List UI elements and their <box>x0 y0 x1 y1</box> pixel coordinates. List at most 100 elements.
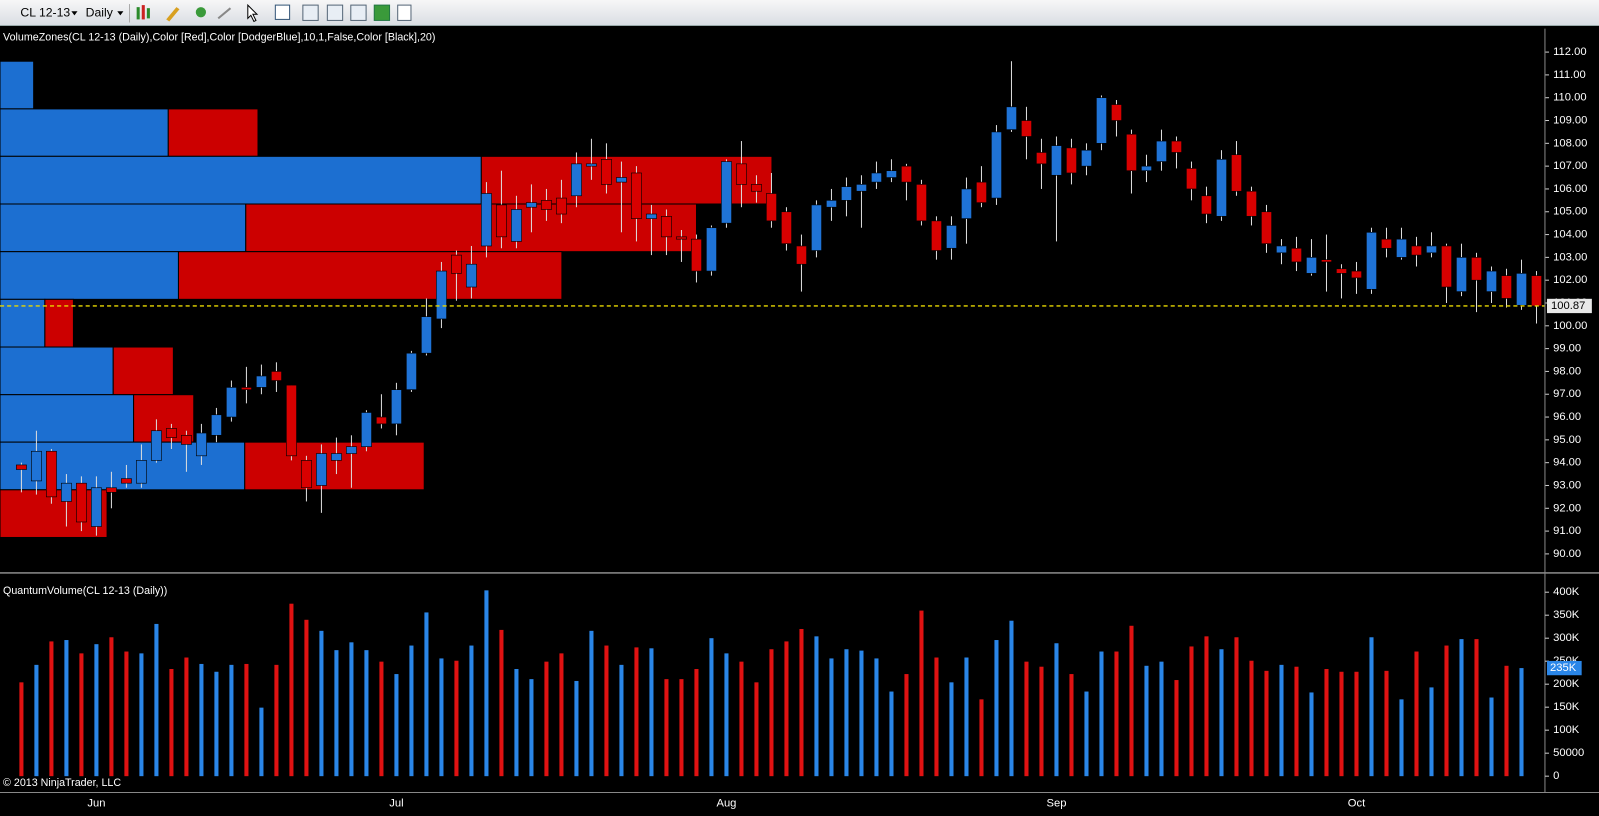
candle-body <box>316 453 327 486</box>
candle-body <box>451 254 462 274</box>
volume-bar <box>169 669 174 777</box>
y-tick-label: 95.00 <box>1553 434 1581 446</box>
volume-indicator-title: QuantumVolume(CL 12-13 (Daily)) <box>3 585 167 597</box>
volume-bar <box>1489 697 1494 777</box>
candle-body <box>241 387 252 390</box>
candle-body <box>1156 140 1167 162</box>
volume-bar <box>304 619 309 777</box>
dropdown-arrow[interactable] <box>71 11 78 16</box>
candle-body <box>1531 275 1542 307</box>
candle-body <box>61 482 72 502</box>
volume-bar <box>949 682 954 777</box>
value-label: 235K <box>1550 662 1577 674</box>
candle-body <box>301 460 312 489</box>
candle-body <box>1096 97 1107 144</box>
zone-up <box>0 155 482 205</box>
zone-up <box>0 108 169 157</box>
y-tick-label: 92.00 <box>1553 502 1581 514</box>
volume-bar <box>424 612 429 777</box>
candle-body <box>1426 245 1437 254</box>
zone-down <box>0 489 108 538</box>
volume-bar <box>874 658 879 777</box>
volume-bar <box>334 650 339 777</box>
volume-bar <box>529 679 534 777</box>
volume-bar <box>919 610 924 777</box>
candle-body <box>196 432 207 457</box>
volume-bar <box>1234 637 1239 777</box>
candle-body <box>1456 257 1467 292</box>
volume-bar <box>1459 639 1464 777</box>
candle-body <box>31 450 42 482</box>
zone-up <box>0 60 35 110</box>
volume-bar <box>274 664 279 777</box>
candle-body <box>1201 195 1212 215</box>
candle-body <box>976 181 987 203</box>
volume-bar <box>94 644 99 777</box>
volume-bar <box>799 628 804 777</box>
properties-button[interactable] <box>397 4 412 21</box>
instrument[interactable]: CL 12-13 <box>20 6 70 20</box>
volume-bar <box>349 642 354 777</box>
draw-tool-button[interactable] <box>166 7 180 22</box>
order-button[interactable] <box>373 4 391 21</box>
y-tick-label: 102.00 <box>1553 274 1587 286</box>
y-tick-label: 150K <box>1553 701 1580 713</box>
volume-bar <box>154 623 159 777</box>
candle-body <box>1261 211 1272 244</box>
candle-body <box>916 184 927 222</box>
volume-bar <box>79 653 84 777</box>
y-tick-label: 100.00 <box>1553 320 1587 332</box>
volume-bar <box>1369 637 1374 777</box>
line-tool-button[interactable] <box>217 7 232 20</box>
chart-style-button[interactable] <box>136 5 150 20</box>
y-tick-label: 103.00 <box>1553 251 1587 263</box>
candle-body <box>1171 140 1182 153</box>
zone-down <box>44 298 74 348</box>
y-tick-label: 105.00 <box>1553 206 1587 218</box>
y-tick-label: 94.00 <box>1553 457 1581 469</box>
candle-body <box>826 200 837 208</box>
volume-bar <box>1249 660 1254 777</box>
data-box-button[interactable] <box>302 4 319 21</box>
candle-body <box>961 188 972 219</box>
candle-body <box>391 389 402 425</box>
candle-body <box>1276 245 1287 254</box>
candle-body <box>1111 104 1122 121</box>
candle-body <box>1366 231 1377 290</box>
candle-body <box>496 204 507 238</box>
add-button[interactable] <box>195 7 206 18</box>
dropdown-arrow[interactable] <box>117 11 124 16</box>
zoom-button[interactable] <box>274 4 291 20</box>
y-tick-label: 108.00 <box>1553 137 1587 149</box>
volume-bar <box>184 657 189 777</box>
volume-bar <box>49 641 54 777</box>
copyright: © 2013 NinjaTrader, LLC <box>3 777 121 789</box>
candle-body <box>1486 270 1497 292</box>
indicators-button[interactable] <box>326 4 344 21</box>
volume-bar <box>739 661 744 777</box>
volume-bar <box>244 663 249 777</box>
volume-bar <box>1444 645 1449 777</box>
candle-body <box>1036 152 1047 165</box>
candle-body <box>136 460 147 484</box>
y-tick-label: 300K <box>1553 632 1580 644</box>
candle-body <box>1441 245 1452 288</box>
cursor-button[interactable] <box>247 3 259 23</box>
volume-bar <box>844 649 849 777</box>
volume-bar <box>469 645 474 777</box>
zone-down <box>177 251 563 300</box>
candle-body <box>1501 275 1512 299</box>
volume-bar <box>829 658 834 777</box>
value-label-box <box>1546 660 1582 676</box>
volume-bar <box>589 630 594 777</box>
volume-bar <box>604 645 609 777</box>
zone-down <box>133 394 195 443</box>
candle-body <box>1021 120 1032 137</box>
candle-body <box>481 193 492 247</box>
strategies-button[interactable] <box>350 4 367 21</box>
last-price-label: 100.87 <box>1551 300 1585 312</box>
candle-body <box>256 375 267 388</box>
period[interactable]: Daily <box>86 6 114 20</box>
zone-down <box>245 203 698 253</box>
